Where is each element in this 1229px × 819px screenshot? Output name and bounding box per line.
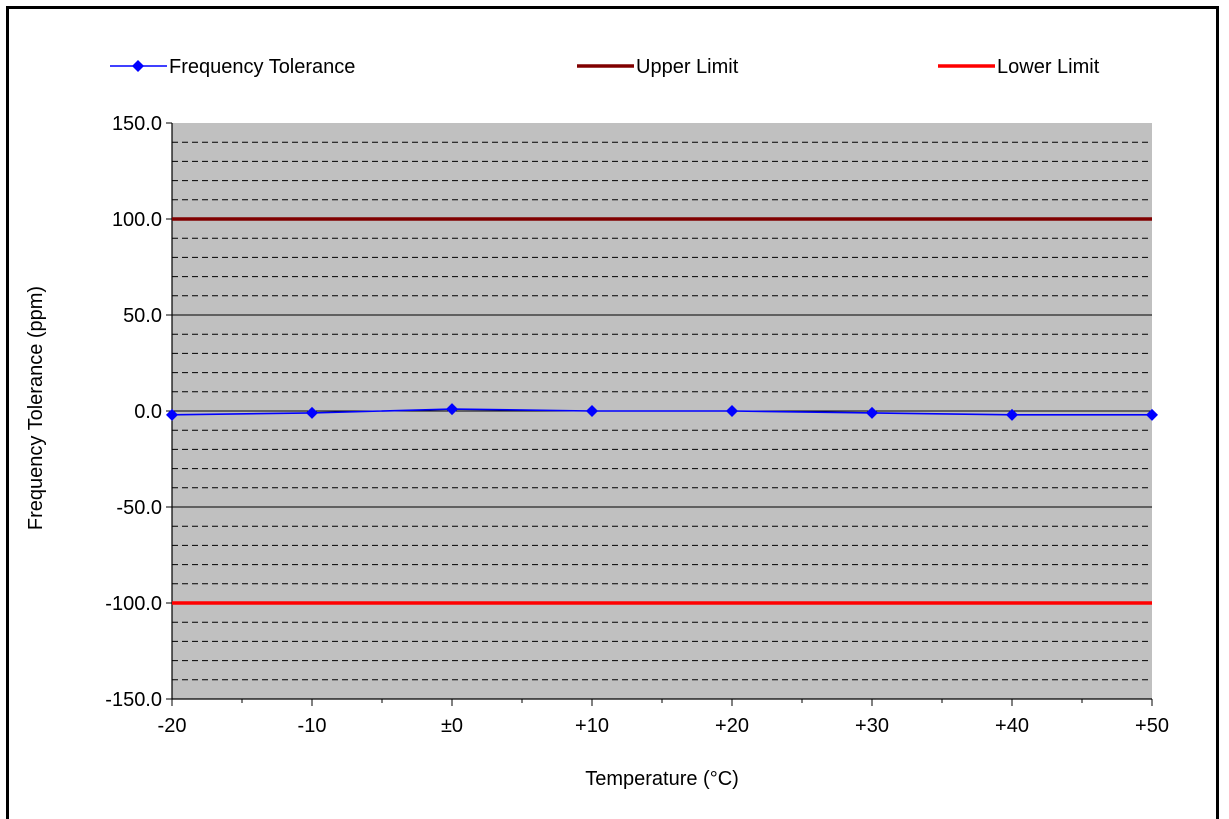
data-point — [586, 405, 598, 417]
y-tick-label: -150.0 — [105, 689, 162, 711]
y-tick-label: 0.0 — [134, 401, 162, 423]
x-tick-label: -20 — [158, 715, 187, 737]
y-tick-label: -100.0 — [105, 593, 162, 615]
y-tick-label: 150.0 — [112, 113, 162, 135]
y-tick-label: 100.0 — [112, 209, 162, 231]
data-point — [1146, 408, 1158, 421]
tick-labels: 150.0 100.0 50.0 0.0 -50.0 -100.0 -150.0 -20 -10… — [105, 113, 1169, 737]
x-tick-label: +20 — [715, 715, 749, 737]
chart-frame — [6, 6, 1219, 819]
legend-marker — [132, 60, 144, 72]
legend-label-upper-limit: Upper Limit — [636, 56, 739, 78]
x-tick-label: ±0 — [441, 715, 463, 737]
x-tick-label: +30 — [855, 715, 889, 737]
series-line-frequency-tolerance — [171, 408, 1152, 416]
x-tick-label: -10 — [298, 715, 327, 737]
y-tick-label: 50.0 — [123, 305, 162, 327]
data-point — [306, 406, 318, 419]
data-point — [726, 405, 738, 417]
data-point — [166, 408, 178, 421]
x-axis-label: Temperature (°C) — [585, 768, 739, 790]
data-point — [866, 406, 878, 419]
data-point — [446, 403, 458, 416]
legend: Frequency Tolerance Upper Limit Lower Limi… — [110, 56, 1100, 78]
legend-label-frequency-tolerance: Frequency Tolerance — [169, 56, 355, 78]
x-tick-label: +10 — [575, 715, 609, 737]
y-axis-label: Frequency Tolerance (ppm) — [25, 286, 47, 530]
series-layer — [166, 217, 1158, 605]
data-point — [1006, 408, 1018, 421]
legend-label-lower-limit: Lower Limit — [997, 56, 1100, 78]
x-tick-label: +40 — [995, 715, 1029, 737]
y-tick-label: -50.0 — [116, 497, 162, 519]
x-tick-label: +50 — [1135, 715, 1169, 737]
